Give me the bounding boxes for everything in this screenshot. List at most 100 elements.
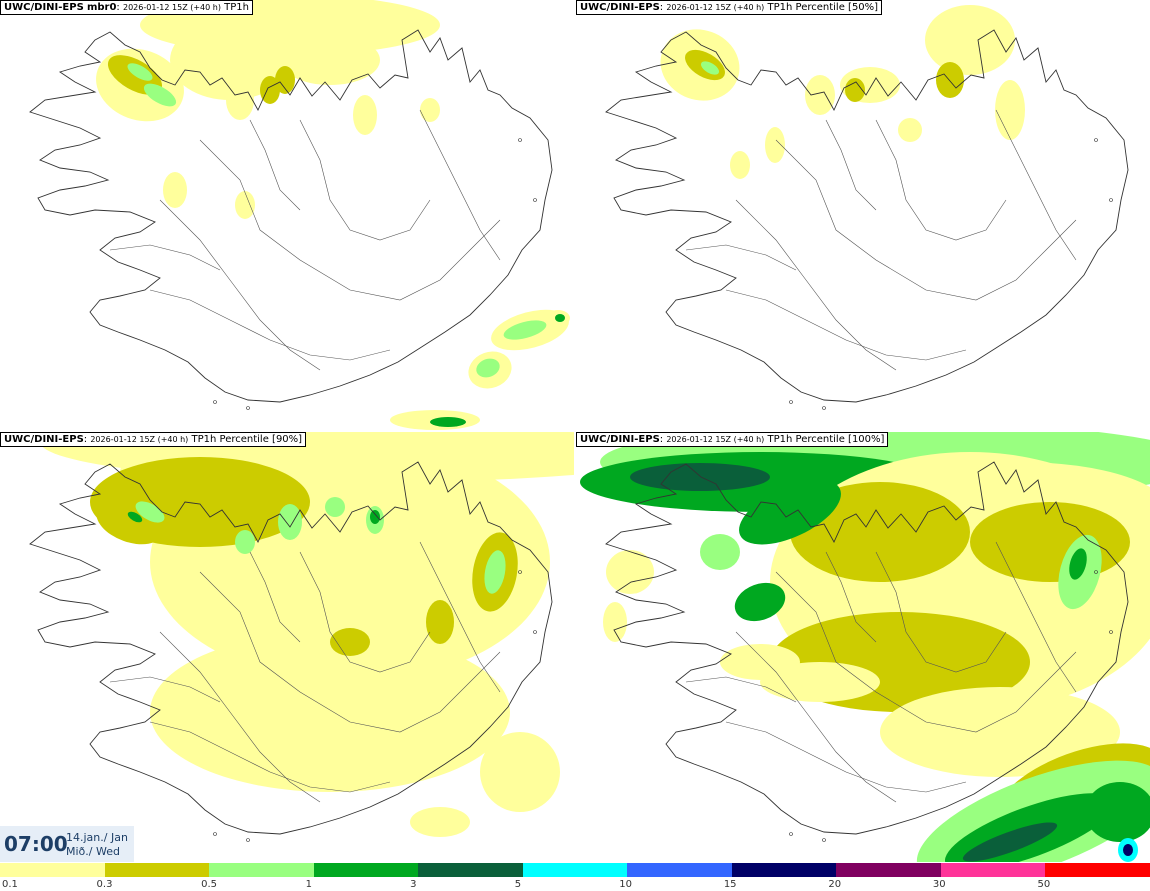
precip-area [630,463,770,491]
panel-title: UWC/DINI-EPS: 2026-01-12 15Z (+40 h) TP1… [576,0,883,15]
coastline-outline [29,461,553,835]
legend-swatch [940,863,1047,877]
precip-map [580,432,1150,862]
panel-title: UWC/DINI-EPS mbr0: 2026-01-12 15Z (+40 h… [0,0,253,15]
valid-time-box: 07:00 14.jan./ Jan Mið./ Wed [0,826,134,862]
legend-swatch [522,863,629,877]
legend-swatch [209,863,315,877]
road-line [735,631,897,803]
precip-area [235,191,255,219]
precip-area [370,510,380,524]
legend-tick-label: 0.1 [2,879,18,890]
legend-swatch [836,863,942,877]
precip-area [127,511,143,523]
precip-area [925,5,1015,75]
road-line [825,551,877,643]
precip-area [226,80,254,120]
island-dot [1109,630,1113,634]
precip-area [426,600,454,644]
precip-area [1085,782,1150,842]
road-line [149,289,391,361]
precip-area [700,61,720,75]
precip-area [330,628,370,656]
map-panel-p100: UWC/DINI-EPS: 2026-01-12 15Z (+40 h) TP1… [576,432,1150,862]
precip-map [605,5,1129,410]
precip-area [163,172,187,208]
island-dot [533,198,537,202]
island-dot [533,630,537,634]
legend-swatch [627,863,733,877]
island-dot [246,838,250,842]
road-line [199,571,501,733]
iceland-coastline [29,461,553,842]
precip-area [765,127,785,163]
legend-swatch [104,863,211,877]
road-line [249,551,301,643]
precip-area [1123,844,1133,856]
precip-area [880,687,1120,777]
road-line [299,119,431,241]
panel-title: UWC/DINI-EPS: 2026-01-12 15Z (+40 h) TP1… [0,432,307,447]
road-line [685,676,797,703]
precip-map [29,0,570,430]
island-dot [213,400,217,404]
map-panel-p50: UWC/DINI-EPS: 2026-01-12 15Z (+40 h) TP1… [576,0,1150,430]
precip-area [143,83,177,107]
legend-tick-label: 50 [1037,879,1051,890]
road-line [109,244,221,271]
precip-field [40,432,574,837]
island-dot [518,138,522,142]
precip-area [995,80,1025,140]
precip-area [720,644,800,680]
precip-area [476,358,500,378]
coastline-outline [605,29,1129,403]
precip-field [96,0,570,430]
legend-tick-label: 20 [828,879,842,890]
road-line [299,551,431,673]
island-dot [822,406,826,410]
precip-field [580,432,1150,862]
precip-area [260,76,280,104]
precip-area [805,75,835,115]
island-dot [789,400,793,404]
road-line [199,139,501,301]
road-line [419,109,501,261]
precip-area [410,807,470,837]
road-line [249,119,301,211]
precip-area [278,504,302,540]
legend-swatch [313,863,420,877]
map-panel-member0: UWC/DINI-EPS mbr0: 2026-01-12 15Z (+40 h… [0,0,574,430]
road-line [419,541,501,693]
precip-area [845,78,865,102]
map-panel-p90: UWC/DINI-EPS: 2026-01-12 15Z (+40 h) TP1… [0,432,574,862]
color-legend: 0.1 0.3 0.5 1 3 5 10 15 20 30 50 [0,863,1150,891]
road-line [149,721,391,793]
island-dot [518,570,522,574]
island-dot [1094,570,1098,574]
valid-weekday: Mið./ Wed [66,845,120,858]
island-dot [822,838,826,842]
precip-area [480,732,560,812]
precip-area [127,63,153,81]
precip-field [660,5,1025,179]
road-line [685,244,797,271]
road-line [109,676,221,703]
precip-area [503,320,547,340]
island-dot [213,832,217,836]
valid-date: 14.jan./ Jan [66,831,128,844]
panel-divider-horizontal [0,430,1150,432]
legend-tick-label: 3 [410,879,417,890]
precip-area [325,497,345,517]
precip-area [1069,548,1087,580]
precip-area [555,314,565,322]
legend-tick-label: 15 [723,879,737,890]
precip-area [420,98,440,122]
road-line [995,541,1077,693]
precip-area [484,550,506,594]
precip-area [353,95,377,135]
precip-area [430,417,466,427]
legend-swatch [1045,863,1150,877]
island-dot [246,406,250,410]
precip-area [936,62,964,98]
legend-tick-label: 0.3 [96,879,113,890]
